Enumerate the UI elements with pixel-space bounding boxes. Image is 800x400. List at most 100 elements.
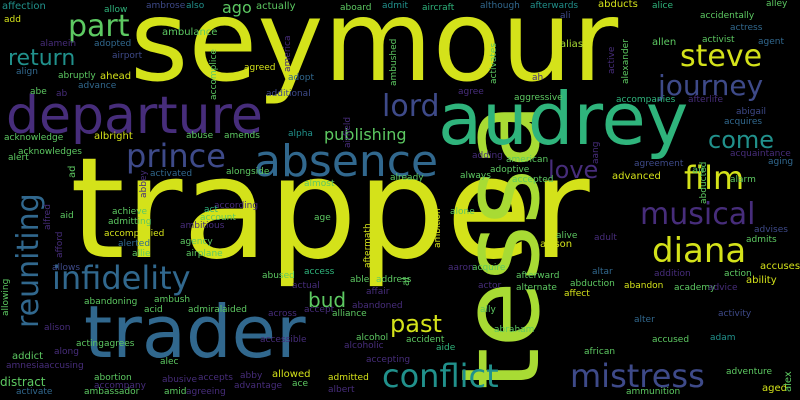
cloud-word: accessible — [260, 335, 307, 345]
cloud-word: trader — [84, 290, 306, 374]
cloud-word: alarm — [730, 175, 756, 185]
cloud-word: also — [186, 1, 205, 11]
cloud-word: accompanies — [616, 95, 676, 105]
cloud-word: add — [4, 15, 21, 25]
cloud-word: conflict — [382, 357, 499, 395]
cloud-word: accuses — [760, 261, 800, 272]
cloud-word: address — [376, 275, 412, 285]
cloud-word: ab — [56, 89, 68, 99]
cloud-word: activates — [489, 42, 499, 84]
cloud-word: publishing — [324, 125, 407, 144]
cloud-word: abortion — [94, 373, 132, 383]
cloud-word: abruptly — [58, 71, 96, 81]
cloud-word: acknowledge — [4, 133, 64, 143]
cloud-word: active — [607, 46, 617, 74]
cloud-word: addict — [12, 351, 44, 362]
cloud-word: alec — [160, 357, 179, 367]
cloud-word: acid — [144, 305, 163, 315]
cloud-word: ace — [292, 379, 309, 389]
cloud-word: able — [350, 275, 370, 285]
cloud-word: adoptive — [490, 165, 530, 175]
cloud-word: ad — [67, 165, 78, 178]
cloud-word: alliance — [332, 309, 367, 319]
cloud-word: alley — [766, 0, 788, 9]
cloud-word: aang — [591, 141, 601, 164]
cloud-word: across — [268, 309, 297, 319]
cloud-word: alamein — [40, 39, 77, 49]
cloud-word: abuse — [186, 131, 214, 141]
cloud-word: ambulance — [162, 27, 218, 38]
cloud-word: abandoned — [352, 301, 403, 311]
cloud-word: along — [54, 347, 79, 357]
cloud-word: always — [460, 171, 491, 181]
cloud-word: diana — [652, 231, 747, 271]
cloud-word: lord — [382, 89, 440, 124]
cloud-word: aaron — [448, 263, 474, 273]
cloud-word: albert — [328, 385, 355, 395]
cloud-word: amends — [224, 131, 260, 141]
cloud-word: acquires — [724, 117, 763, 127]
cloud-word: advance — [78, 81, 117, 91]
cloud-word: seymour — [130, 0, 619, 107]
cloud-word: america — [283, 35, 293, 72]
cloud-word: aid — [60, 211, 74, 221]
cloud-word: allowing — [1, 278, 11, 316]
cloud-word: aided — [222, 305, 247, 315]
cloud-word: acknowledges — [18, 147, 82, 157]
cloud-word: adam — [710, 333, 736, 343]
cloud-word: abe — [30, 87, 47, 97]
cloud-word: although — [480, 1, 520, 11]
cloud-word: ambushed — [389, 38, 399, 86]
cloud-word: addition — [654, 269, 691, 279]
cloud-word: alter — [634, 315, 655, 325]
cloud-word: actress — [730, 23, 763, 33]
cloud-word: ambush — [154, 295, 191, 305]
cloud-word: afterwards — [530, 1, 579, 11]
cloud-word: aging — [768, 157, 794, 167]
cloud-word: distract — [0, 375, 46, 389]
cloud-word: accused — [652, 335, 690, 345]
cloud-word: abducts — [598, 0, 638, 10]
cloud-word: achieve — [112, 207, 148, 217]
cloud-word: airport — [112, 51, 143, 61]
cloud-word: return — [8, 46, 76, 71]
cloud-word: admitted — [328, 373, 369, 383]
cloud-word: already — [390, 173, 424, 183]
cloud-word: journey — [658, 69, 764, 102]
cloud-word: ambition — [433, 208, 443, 248]
cloud-word: air — [692, 165, 706, 176]
cloud-word: accident — [406, 335, 445, 345]
cloud-word: access — [304, 267, 335, 277]
cloud-word: absence — [254, 136, 439, 187]
cloud-word: agrees — [104, 339, 135, 349]
cloud-word: alcohol — [356, 333, 389, 343]
cloud-word: advantage — [234, 381, 283, 391]
cloud-word: adopted — [94, 39, 132, 49]
cloud-word: past — [390, 310, 442, 338]
cloud-word: ambassador — [84, 387, 140, 397]
cloud-word: advises — [754, 225, 788, 235]
cloud-word: activate — [16, 387, 53, 397]
cloud-word: acting — [76, 339, 104, 349]
cloud-word: alias — [560, 39, 584, 50]
cloud-word: afterward — [516, 271, 560, 281]
cloud-word: trapper — [70, 128, 590, 291]
cloud-word: additional — [266, 89, 311, 99]
cloud-word: alexander — [621, 39, 631, 84]
cloud-word: activated — [150, 169, 193, 179]
cloud-word: adopt — [288, 73, 314, 83]
cloud-word: african — [584, 347, 616, 357]
cloud-word: ago — [222, 0, 252, 17]
cloud-word: alone — [450, 207, 475, 217]
cloud-word: action — [724, 269, 752, 279]
cloud-word: abusive — [162, 375, 197, 385]
cloud-word: act — [204, 205, 218, 215]
cloud-word: allen — [652, 37, 677, 48]
cloud-word: agreeing — [186, 387, 226, 397]
cloud-word: accidentally — [700, 11, 755, 21]
cloud-word: albright — [94, 131, 133, 142]
cloud-word: abby — [240, 371, 263, 381]
cloud-word: advice — [708, 283, 738, 293]
cloud-word: admits — [746, 235, 777, 245]
cloud-word: infidelity — [52, 259, 191, 297]
